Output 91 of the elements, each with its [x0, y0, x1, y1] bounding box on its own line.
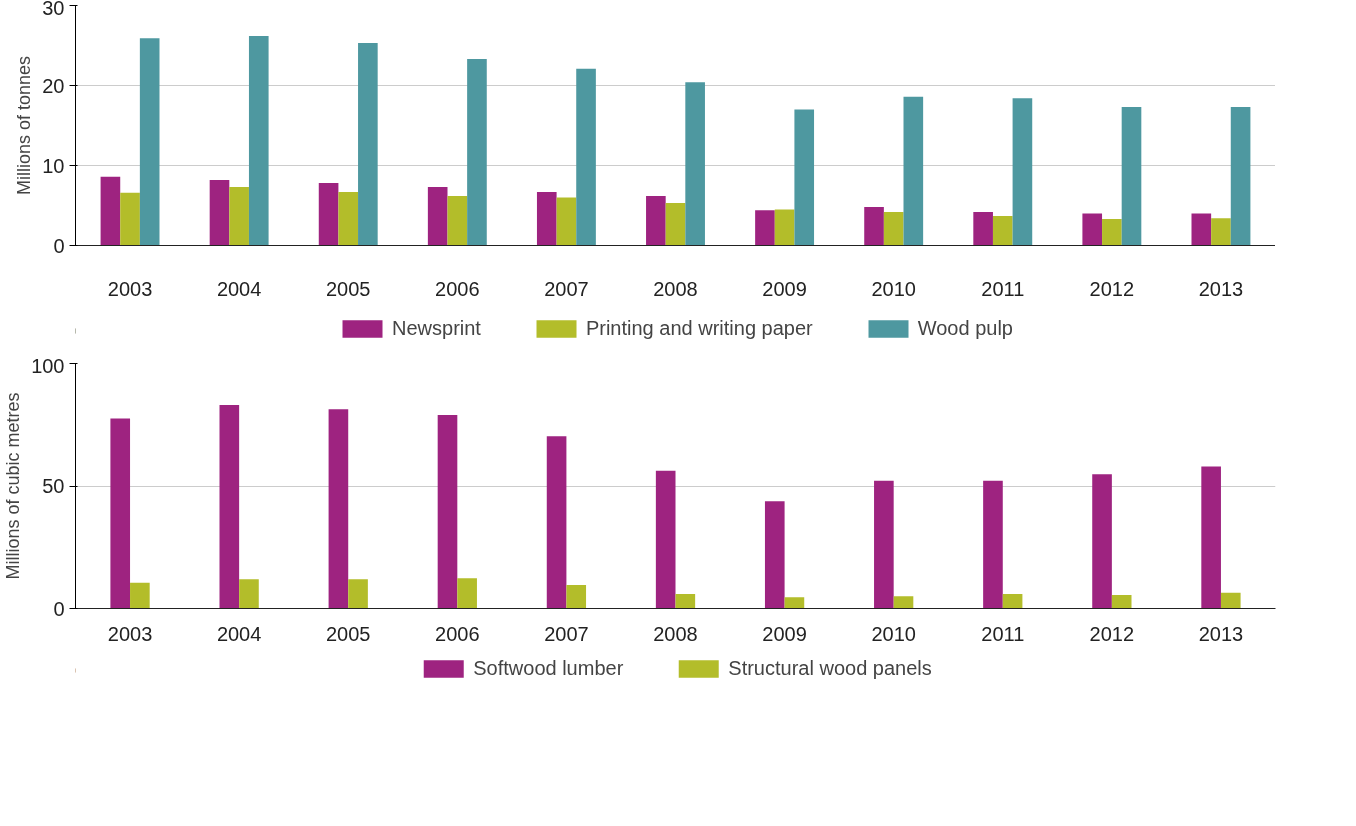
x-tick-label: 2006	[435, 622, 480, 645]
bar	[556, 197, 577, 246]
bar	[883, 211, 904, 246]
x-tick-label: 2013	[1198, 622, 1244, 645]
bar	[110, 418, 131, 609]
bar	[764, 501, 785, 609]
bar	[358, 43, 378, 246]
bar	[120, 192, 140, 246]
bar	[903, 96, 924, 246]
x-tick-label: 2007	[544, 277, 589, 300]
bar	[983, 480, 1003, 609]
bar	[1230, 107, 1251, 246]
y-axis-title: Millions of cubic metres	[3, 392, 24, 580]
bar	[973, 211, 993, 246]
bar	[219, 404, 240, 609]
bar	[318, 183, 339, 246]
x-tick-label: 2009	[762, 277, 807, 300]
y-tick-label: 30	[42, 0, 65, 19]
bar	[1082, 213, 1103, 246]
y-tick-label: 20	[42, 74, 65, 97]
bar	[546, 436, 567, 609]
bar	[427, 187, 448, 246]
bar	[774, 209, 795, 246]
bar	[874, 480, 894, 609]
bar	[675, 594, 696, 609]
bar	[655, 470, 676, 609]
x-tick-label: 2008	[653, 622, 698, 645]
bar	[755, 210, 775, 246]
y-tick-label: 10	[42, 154, 65, 177]
bar	[646, 195, 666, 246]
bar	[248, 35, 269, 246]
x-tick-label: 2006	[435, 277, 480, 300]
bar	[1121, 107, 1142, 246]
bar	[1211, 218, 1231, 246]
bar	[338, 191, 359, 246]
bar	[1012, 98, 1033, 246]
bar	[437, 414, 458, 609]
x-tick-label: 2005	[325, 622, 371, 645]
legend-label: Printing and writing paper	[585, 316, 813, 340]
bar	[1220, 592, 1241, 609]
bar	[1201, 466, 1221, 609]
x-tick-label: 2005	[325, 277, 371, 300]
bar	[229, 187, 249, 246]
bar	[665, 203, 686, 246]
x-tick-label: 2004	[216, 277, 262, 300]
x-tick-label: 2013	[1198, 277, 1244, 300]
bar	[139, 38, 160, 246]
bar	[784, 597, 805, 609]
y-tick-label: 0	[53, 234, 65, 257]
y-tick-label: 50	[42, 475, 65, 497]
bar	[1191, 213, 1212, 246]
y-tick-label: 100	[31, 354, 65, 377]
bar	[467, 59, 487, 246]
legend-label: Structural wood panels	[728, 656, 932, 680]
bar	[992, 215, 1013, 246]
x-tick-label: 2011	[981, 277, 1025, 300]
bar	[348, 579, 368, 609]
x-tick-label: 2010	[871, 277, 916, 300]
y-tick-label: 0	[53, 597, 65, 620]
bar	[1002, 594, 1023, 609]
x-tick-label: 2012	[1089, 277, 1135, 300]
x-tick-label: 2009	[762, 622, 807, 645]
bar	[457, 578, 477, 609]
bar	[864, 207, 884, 246]
bar	[239, 579, 259, 609]
x-tick-label: 2010	[871, 622, 916, 645]
bar	[1102, 219, 1122, 246]
bar	[447, 195, 468, 246]
x-tick-label: 2011	[981, 622, 1025, 645]
bar	[685, 82, 705, 246]
bar	[328, 409, 349, 609]
x-tick-label: 2003	[107, 622, 153, 645]
legend-label: Wood pulp	[917, 316, 1013, 340]
bar	[893, 596, 914, 609]
x-tick-label: 2003	[107, 277, 153, 300]
bar	[566, 584, 587, 609]
x-tick-label: 2007	[544, 622, 589, 645]
x-tick-label: 2004	[216, 622, 262, 645]
legend-label: Softwood lumber	[473, 656, 624, 680]
bar	[1111, 595, 1132, 609]
y-axis-title: Millions of tonnes	[14, 55, 35, 196]
x-tick-label: 2008	[653, 277, 698, 300]
bar	[130, 582, 150, 609]
legend-label: Newsprint	[392, 316, 481, 340]
bar	[794, 109, 815, 246]
x-tick-label: 2012	[1089, 622, 1135, 645]
bar	[1092, 474, 1112, 609]
bar	[209, 179, 230, 246]
bar	[536, 191, 557, 246]
bar	[576, 68, 596, 246]
bar	[100, 176, 121, 246]
